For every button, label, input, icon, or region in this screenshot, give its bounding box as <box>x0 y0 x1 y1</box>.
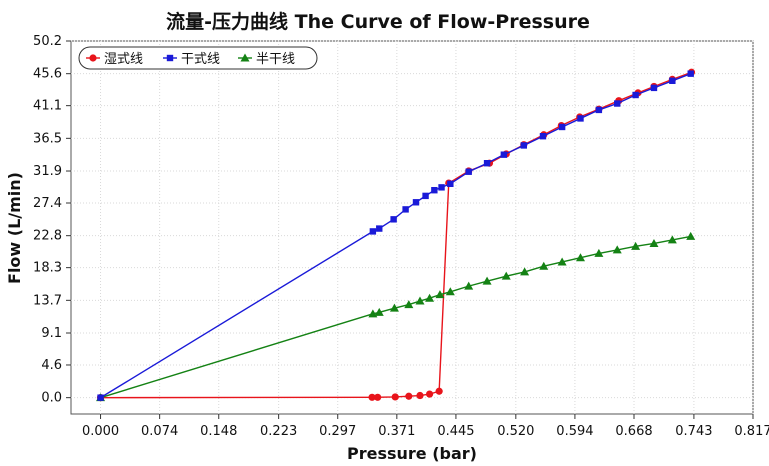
data-point-3 <box>435 290 445 299</box>
legend-marker <box>240 53 250 62</box>
y-tick-label: 45.6 <box>33 67 62 82</box>
legend: 湿式线 干式线 半干线 <box>78 46 318 70</box>
axes: 0.000 0.074 0.148 0.223 0.297 0.371 0.445 0.520… <box>33 34 769 439</box>
data-point-2 <box>438 184 445 191</box>
series-3 <box>96 231 696 402</box>
data-point-2 <box>669 77 676 84</box>
data-point-3 <box>649 238 659 247</box>
data-point-2 <box>632 91 639 99</box>
x-tick-label: 0.817 <box>734 424 769 439</box>
legend-label: 半干线 <box>256 52 295 67</box>
x-tick-label: 0.223 <box>260 424 297 439</box>
legend-item-2: 干式线 <box>163 52 220 67</box>
x-axis-title: Pressure (bar) <box>347 444 477 463</box>
data-point-3 <box>415 296 425 305</box>
y-tick-label: 22.8 <box>33 229 62 244</box>
data-point-1 <box>405 392 413 400</box>
data-point-2 <box>431 187 438 194</box>
y-tick-label: 41.1 <box>33 99 62 114</box>
legend-marker <box>166 54 174 62</box>
y-tick-label: 0.0 <box>41 391 62 406</box>
data-point-3 <box>594 248 604 257</box>
y-tick-label: 13.7 <box>33 293 62 308</box>
data-point-1 <box>368 393 376 401</box>
x-tick-label: 0.743 <box>675 424 712 439</box>
data-point-3 <box>539 261 549 270</box>
legend-item-1: 湿式线 <box>86 52 143 67</box>
x-tick-label: 0.445 <box>437 424 474 439</box>
data-point-3 <box>482 276 492 285</box>
y-tick-label: 27.4 <box>33 196 62 211</box>
data-point-3 <box>464 281 474 290</box>
x-tick-label: 0.520 <box>497 424 534 439</box>
series-2 <box>97 70 694 401</box>
data-point-2 <box>422 192 429 200</box>
data-point-3 <box>557 257 567 266</box>
y-tick-label: 50.2 <box>33 34 62 49</box>
data-point-2 <box>376 225 383 232</box>
grid-lines <box>71 40 754 414</box>
data-point-2 <box>650 84 658 92</box>
data-point-2 <box>687 70 694 77</box>
legend-label: 干式线 <box>181 52 220 67</box>
data-point-2 <box>412 199 420 206</box>
legend-label: 湿式线 <box>104 52 143 67</box>
data-point-1 <box>425 390 434 398</box>
data-point-2 <box>539 133 547 140</box>
x-tick-label: 0.074 <box>141 424 178 439</box>
data-point-1 <box>374 393 382 401</box>
data-point-3 <box>425 293 435 302</box>
data-point-2 <box>465 168 472 175</box>
legend-box <box>78 46 318 70</box>
data-point-3 <box>612 245 622 254</box>
data-point-1 <box>416 391 424 400</box>
y-tick-label: 9.1 <box>41 326 62 341</box>
x-tick-label: 0.371 <box>378 424 415 439</box>
x-tick-label: 0.000 <box>82 424 119 439</box>
data-point-3 <box>374 307 384 316</box>
y-axis-title: Flow (L/min) <box>5 172 24 284</box>
data-point-2 <box>390 216 397 223</box>
data-point-3 <box>445 287 455 296</box>
data-point-2 <box>447 180 454 188</box>
data-point-3 <box>686 231 696 240</box>
y-tick-label: 36.5 <box>33 131 62 146</box>
x-tick-label: 0.148 <box>200 424 237 439</box>
data-point-2 <box>558 123 566 131</box>
data-point-1 <box>391 393 399 401</box>
data-point-2 <box>500 151 508 158</box>
y-tick-label: 4.6 <box>41 358 62 373</box>
x-tick-label: 0.594 <box>556 424 593 439</box>
chart-title: 流量-压力曲线 The Curve of Flow-Pressure <box>166 10 590 33</box>
y-tick-label: 31.9 <box>33 164 62 179</box>
data-point-1 <box>435 387 443 395</box>
x-tick-label: 0.668 <box>615 424 652 439</box>
series-line-1 <box>100 71 692 399</box>
x-tick-label: 0.297 <box>319 424 356 439</box>
data-point-3 <box>667 235 677 244</box>
data-point-3 <box>501 271 511 280</box>
data-point-2 <box>520 142 528 149</box>
series-line-3 <box>100 235 691 399</box>
data-point-2 <box>369 228 377 235</box>
y-tick-label: 18.3 <box>33 261 62 276</box>
data-point-3 <box>631 241 641 250</box>
data-point-3 <box>404 300 414 309</box>
data-point-2 <box>483 160 491 167</box>
data-point-2 <box>97 394 104 401</box>
plot-area <box>70 40 754 415</box>
legend-marker <box>89 54 97 62</box>
data-point-3 <box>520 267 530 276</box>
data-point-2 <box>402 206 409 213</box>
series-layer <box>96 68 696 402</box>
data-point-3 <box>389 303 399 312</box>
data-point-2 <box>595 106 603 114</box>
data-point-2 <box>577 115 584 122</box>
data-point-2 <box>614 100 621 107</box>
data-point-3 <box>576 253 586 262</box>
legend-item-3: 半干线 <box>238 52 295 67</box>
